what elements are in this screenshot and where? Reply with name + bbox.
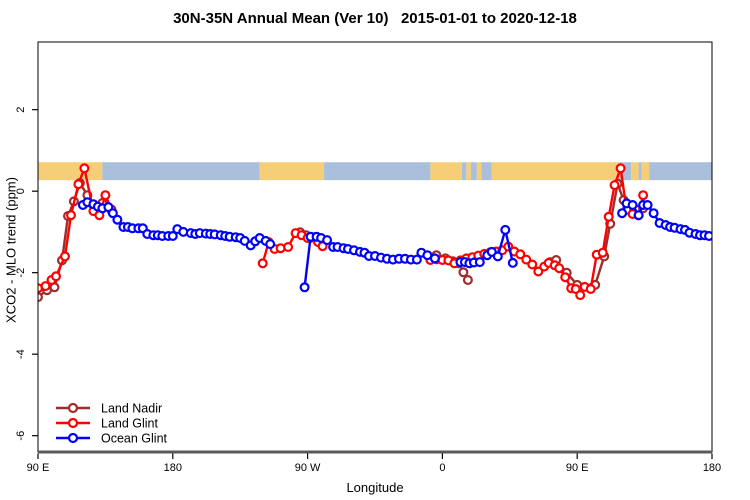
data-point: [474, 257, 485, 268]
data-point: [257, 258, 268, 269]
map-band-segment-land: [259, 162, 325, 181]
series-land-glint: [38, 163, 649, 301]
map-band-segment-land: [641, 162, 650, 181]
legend-marker: [67, 402, 79, 414]
data-point: [411, 254, 422, 265]
map-band: [38, 162, 712, 181]
data-point: [65, 210, 76, 221]
x-tick-label: 180: [164, 462, 182, 474]
data-point: [38, 292, 43, 303]
data-point: [492, 251, 503, 262]
data-point: [283, 242, 294, 253]
y-tick-label: 2: [15, 107, 27, 113]
data-point: [265, 239, 276, 250]
data-point: [107, 208, 118, 219]
data-point: [638, 190, 649, 201]
map-band-segment-ocean: [619, 162, 632, 181]
map-band-segment-ocean: [102, 162, 260, 181]
x-tick-label: 90 E: [566, 462, 589, 474]
y-axis-label: XCO2 - MLO trend (ppm): [3, 177, 19, 323]
legend-item-land-glint: Land Glint: [56, 417, 159, 431]
data-point: [521, 254, 532, 265]
map-band-segment-land: [491, 162, 620, 181]
data-point: [704, 231, 712, 241]
legend-item-ocean-glint: Ocean Glint: [56, 432, 168, 446]
map-band-segment-land: [38, 162, 103, 181]
data-point: [617, 208, 628, 219]
data-point: [515, 249, 526, 260]
y-tick-label: -6: [15, 431, 27, 441]
y-tick-label: -2: [15, 268, 27, 278]
data-point: [429, 253, 440, 264]
data-point: [633, 210, 644, 221]
data-point: [73, 179, 84, 190]
data-point: [299, 282, 310, 293]
data-point: [322, 235, 333, 246]
data-point: [575, 290, 586, 301]
data-point: [59, 251, 70, 262]
plot-content: [38, 162, 712, 303]
legend-item-land-nadir: Land Nadir: [56, 402, 162, 416]
map-band-segment-ocean: [324, 162, 431, 181]
x-tick-label: 90 E: [27, 462, 50, 474]
x-tick-label: 180: [703, 462, 721, 474]
legend-label: Land Nadir: [101, 402, 162, 416]
axis-ticks: 90 E 180 90 W 0 90 E 180 2 0 -2 -4 -6: [15, 107, 721, 474]
data-point: [615, 163, 626, 174]
data-point: [507, 257, 518, 268]
data-point: [585, 284, 596, 295]
data-point: [554, 263, 565, 274]
map-band-segment-ocean: [481, 162, 492, 181]
plot-box: [37, 41, 713, 453]
data-point: [167, 231, 178, 242]
y-tick-label: 0: [15, 188, 27, 194]
legend-label: Land Glint: [101, 417, 159, 431]
chart-title: 30N-35N Annual Mean (Ver 10) 2015-01-01 …: [173, 10, 577, 27]
legend-marker: [67, 417, 79, 429]
data-point: [627, 200, 638, 211]
series-land-nadir: [38, 178, 649, 303]
legend-marker: [67, 432, 79, 444]
data-point: [458, 267, 469, 278]
data-point: [597, 247, 608, 258]
data-point: [609, 180, 620, 191]
data-point: [462, 275, 473, 286]
map-band-segment-land: [466, 162, 471, 181]
map-band-segment-land: [631, 162, 639, 181]
data-point: [527, 259, 538, 270]
map-band-segment-ocean: [461, 162, 467, 181]
x-axis-label: Longitude: [346, 480, 404, 495]
data-point: [648, 208, 659, 219]
data-point: [603, 211, 614, 222]
data-point: [79, 163, 90, 174]
data-point: [112, 214, 123, 225]
data-point: [500, 224, 511, 235]
data-point: [100, 190, 111, 201]
legend-label: Ocean Glint: [101, 432, 168, 446]
data-point: [50, 271, 61, 282]
x-tick-label: 90 W: [295, 462, 321, 474]
y-tick-label: -4: [15, 349, 27, 359]
data-point: [40, 281, 51, 292]
series-ocean-glint: [77, 197, 712, 293]
data-point: [642, 200, 653, 211]
map-band-segment-ocean: [470, 162, 477, 181]
map-band-segment-land: [430, 162, 462, 181]
map-band-segment-ocean: [649, 162, 712, 181]
x-tick-label: 0: [439, 462, 445, 474]
map-band-segment-land: [476, 162, 482, 181]
map-band-segment-ocean: [638, 162, 642, 181]
data-point: [560, 272, 571, 283]
